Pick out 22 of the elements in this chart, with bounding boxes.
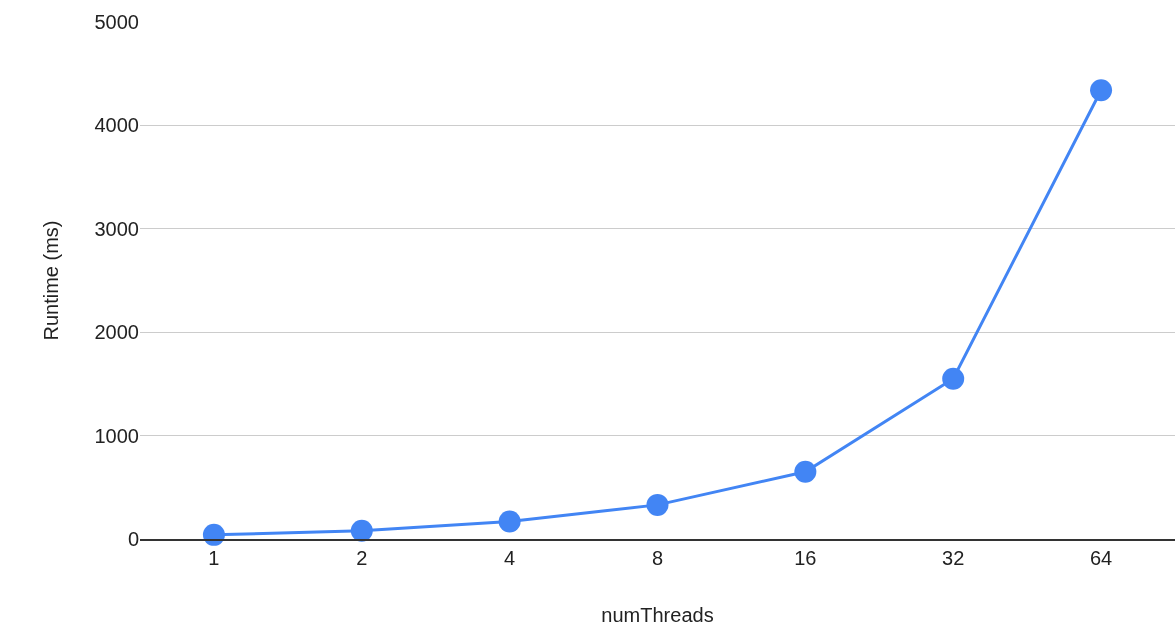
- x-tick-label: 1: [208, 546, 220, 569]
- x-tick-label: 8: [651, 546, 664, 569]
- x-tick-label: 2: [356, 546, 368, 569]
- y-tick-label: 1000: [94, 424, 139, 447]
- point: [794, 460, 817, 483]
- y-tick-label: 4000: [94, 114, 139, 137]
- point: [202, 523, 225, 546]
- y-tick-label: 3000: [94, 217, 139, 240]
- x-tick-label: 32: [942, 546, 965, 569]
- y-axis-title: Runtime (ms): [40, 220, 62, 341]
- x-tick-label: 64: [1089, 546, 1113, 569]
- y-tick-label: 2000: [94, 321, 139, 344]
- point: [646, 493, 669, 516]
- y-tick-label: 0: [127, 528, 139, 550]
- x-tick-label: 16: [794, 546, 817, 569]
- point: [350, 519, 373, 542]
- x-tick-label: 4: [504, 546, 516, 569]
- x-axis-title: numThreads: [601, 603, 714, 626]
- point: [498, 510, 521, 533]
- point: [1090, 79, 1113, 102]
- y-tick-label: 5000: [94, 11, 139, 33]
- point: [942, 367, 965, 390]
